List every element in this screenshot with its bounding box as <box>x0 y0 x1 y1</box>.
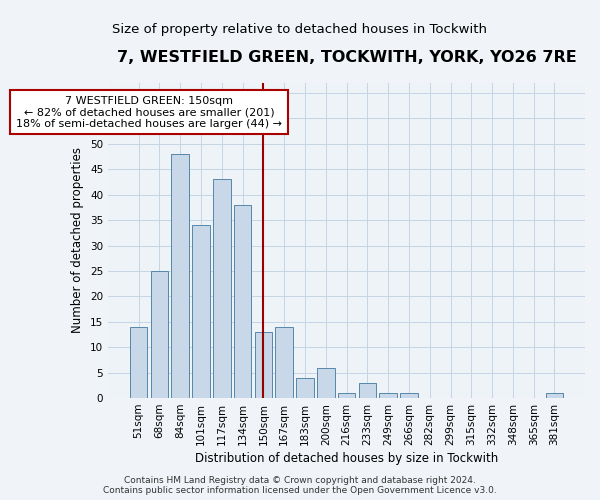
Title: 7, WESTFIELD GREEN, TOCKWITH, YORK, YO26 7RE: 7, WESTFIELD GREEN, TOCKWITH, YORK, YO26… <box>116 50 577 65</box>
X-axis label: Distribution of detached houses by size in Tockwith: Distribution of detached houses by size … <box>195 452 498 465</box>
Bar <box>359 383 376 398</box>
Text: Contains HM Land Registry data © Crown copyright and database right 2024.
Contai: Contains HM Land Registry data © Crown c… <box>103 476 497 495</box>
Bar <box>151 271 168 398</box>
Bar <box>317 368 335 398</box>
Text: 7 WESTFIELD GREEN: 150sqm
← 82% of detached houses are smaller (201)
18% of semi: 7 WESTFIELD GREEN: 150sqm ← 82% of detac… <box>16 96 282 128</box>
Bar <box>213 180 230 398</box>
Bar <box>296 378 314 398</box>
Text: Size of property relative to detached houses in Tockwith: Size of property relative to detached ho… <box>113 22 487 36</box>
Bar <box>192 225 210 398</box>
Bar <box>254 332 272 398</box>
Bar <box>400 393 418 398</box>
Bar <box>275 327 293 398</box>
Bar <box>234 205 251 398</box>
Bar <box>338 393 355 398</box>
Bar <box>379 393 397 398</box>
Bar <box>130 327 148 398</box>
Y-axis label: Number of detached properties: Number of detached properties <box>71 148 85 334</box>
Bar <box>545 393 563 398</box>
Bar <box>172 154 189 398</box>
